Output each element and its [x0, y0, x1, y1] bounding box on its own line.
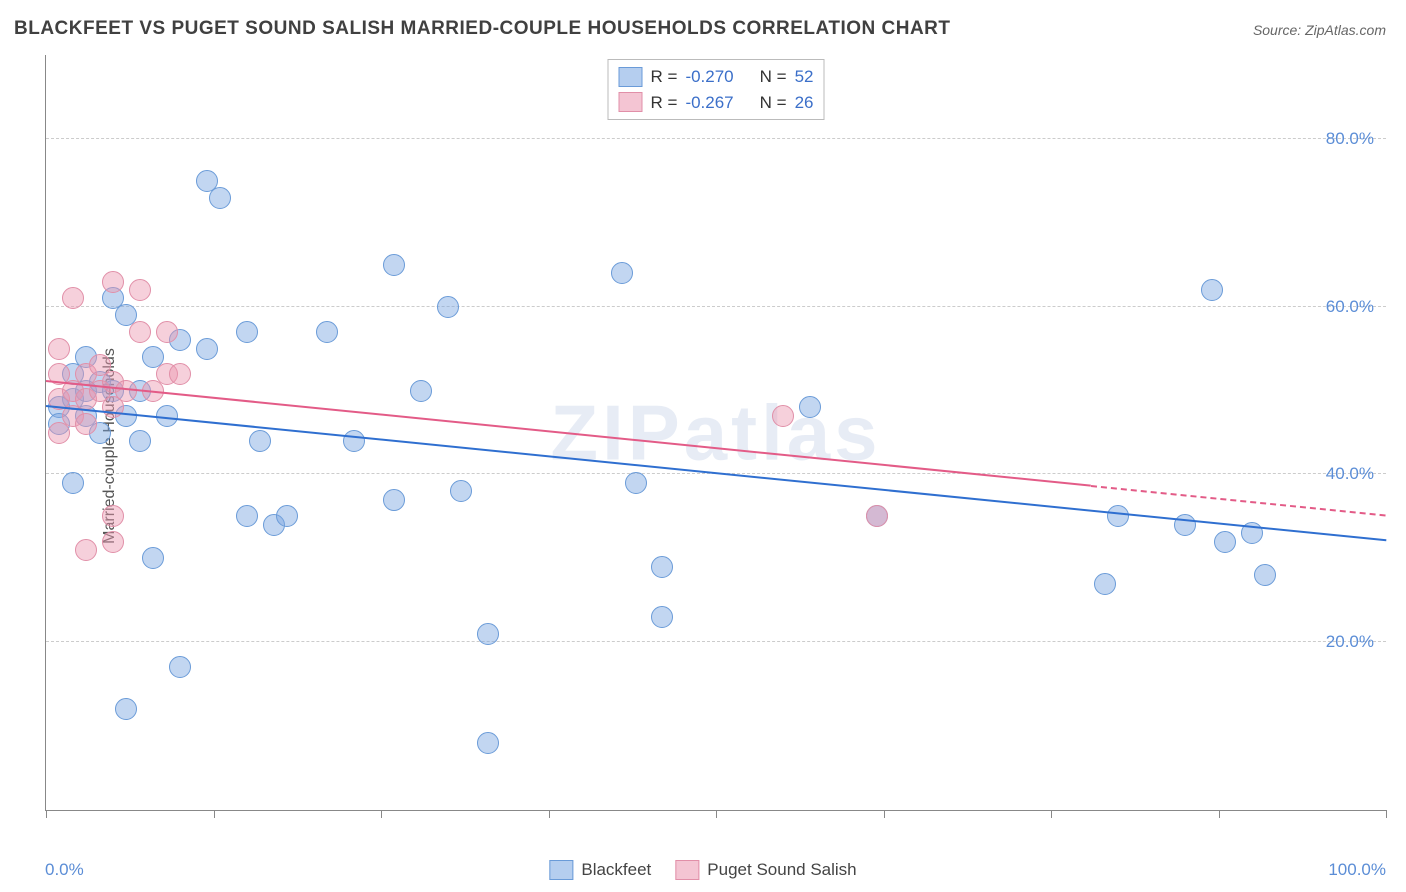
legend-label-blackfeet: Blackfeet	[581, 860, 651, 880]
scatter-point	[196, 338, 218, 360]
scatter-point	[343, 430, 365, 452]
x-tick	[1386, 810, 1387, 818]
legend-item-blackfeet: Blackfeet	[549, 860, 651, 880]
scatter-point	[1094, 573, 1116, 595]
scatter-point	[102, 271, 124, 293]
scatter-point	[129, 430, 151, 452]
chart-title: BLACKFEET VS PUGET SOUND SALISH MARRIED-…	[14, 18, 951, 40]
scatter-point	[866, 505, 888, 527]
x-tick	[381, 810, 382, 818]
scatter-point	[102, 531, 124, 553]
legend-swatch-blackfeet	[619, 67, 643, 87]
r-label: R =	[651, 90, 678, 116]
scatter-point	[75, 413, 97, 435]
n-label: N =	[760, 90, 787, 116]
r-value-salish: -0.267	[685, 90, 733, 116]
scatter-point	[102, 505, 124, 527]
scatter-point	[799, 396, 821, 418]
n-value-salish: 26	[795, 90, 814, 116]
scatter-point	[62, 287, 84, 309]
scatter-point	[129, 321, 151, 343]
watermark-text: ZIPatlas	[550, 387, 881, 478]
scatter-point	[236, 321, 258, 343]
gridline	[46, 306, 1386, 307]
n-value-blackfeet: 52	[795, 64, 814, 90]
x-tick	[884, 810, 885, 818]
scatter-point	[156, 321, 178, 343]
gridline	[46, 641, 1386, 642]
scatter-point	[75, 539, 97, 561]
scatter-point	[316, 321, 338, 343]
legend-row-blackfeet: R = -0.270 N = 52	[619, 64, 814, 90]
scatter-point	[249, 430, 271, 452]
scatter-point	[450, 480, 472, 502]
trend-line	[1091, 485, 1386, 517]
r-label: R =	[651, 64, 678, 90]
y-tick-label: 80.0%	[1326, 129, 1374, 149]
scatter-point	[142, 547, 164, 569]
scatter-point	[651, 556, 673, 578]
legend-item-salish: Puget Sound Salish	[675, 860, 856, 880]
legend-swatch-blackfeet	[549, 860, 573, 880]
x-tick	[716, 810, 717, 818]
source-attribution: Source: ZipAtlas.com	[1253, 22, 1386, 38]
scatter-point	[383, 254, 405, 276]
scatter-point	[1174, 514, 1196, 536]
x-axis-start-label: 0.0%	[45, 860, 84, 880]
scatter-point	[1107, 505, 1129, 527]
legend-label-salish: Puget Sound Salish	[707, 860, 856, 880]
y-tick-label: 40.0%	[1326, 464, 1374, 484]
scatter-point	[437, 296, 459, 318]
scatter-point	[169, 656, 191, 678]
n-label: N =	[760, 64, 787, 90]
scatter-point	[129, 279, 151, 301]
scatter-point	[477, 623, 499, 645]
x-axis-end-label: 100.0%	[1328, 860, 1386, 880]
scatter-point	[62, 472, 84, 494]
scatter-point	[169, 363, 191, 385]
trend-line	[46, 380, 1091, 487]
gridline	[46, 138, 1386, 139]
scatter-point	[625, 472, 647, 494]
y-tick-label: 20.0%	[1326, 632, 1374, 652]
legend-top: R = -0.270 N = 52 R = -0.267 N = 26	[608, 59, 825, 120]
scatter-point	[115, 698, 137, 720]
scatter-point	[1201, 279, 1223, 301]
plot-area: ZIPatlas R = -0.270 N = 52 R = -0.267 N …	[45, 55, 1386, 811]
scatter-point	[209, 187, 231, 209]
scatter-point	[772, 405, 794, 427]
legend-swatch-salish	[675, 860, 699, 880]
x-tick	[214, 810, 215, 818]
scatter-point	[410, 380, 432, 402]
scatter-point	[1254, 564, 1276, 586]
x-tick	[549, 810, 550, 818]
scatter-point	[276, 505, 298, 527]
scatter-point	[651, 606, 673, 628]
x-tick	[1051, 810, 1052, 818]
r-value-blackfeet: -0.270	[685, 64, 733, 90]
x-tick	[46, 810, 47, 818]
x-tick	[1219, 810, 1220, 818]
scatter-point	[1214, 531, 1236, 553]
legend-row-salish: R = -0.267 N = 26	[619, 90, 814, 116]
scatter-point	[611, 262, 633, 284]
scatter-point	[383, 489, 405, 511]
y-tick-label: 60.0%	[1326, 297, 1374, 317]
scatter-point	[477, 732, 499, 754]
legend-bottom: Blackfeet Puget Sound Salish	[549, 860, 856, 880]
scatter-point	[48, 338, 70, 360]
scatter-point	[236, 505, 258, 527]
legend-swatch-salish	[619, 92, 643, 112]
